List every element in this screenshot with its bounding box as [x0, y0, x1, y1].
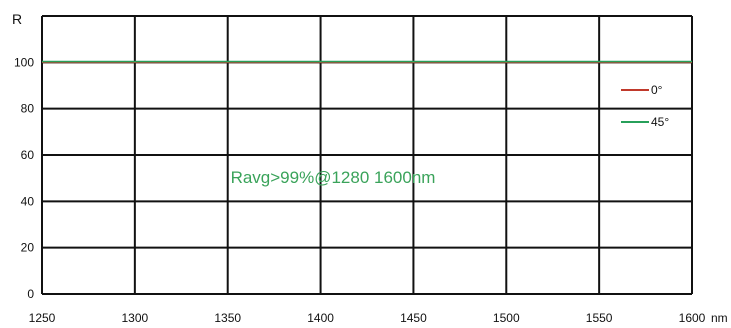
- grid: [41, 15, 693, 295]
- y-tick-label: 40: [21, 194, 35, 208]
- x-tick-label: 1300: [122, 311, 149, 325]
- x-tick-label: 1250: [29, 311, 56, 325]
- x-tick-labels: 1250 1300 1350 1400 1450 1500 1550 1600: [29, 311, 706, 325]
- x-axis-unit: nm: [711, 311, 728, 325]
- series-lines: [42, 60, 692, 64]
- x-tick-label: 1350: [214, 311, 241, 325]
- chart-annotation: Ravg>99%@1280 1600nm: [231, 168, 436, 187]
- legend-label: 45°: [651, 115, 669, 129]
- y-axis-label: R: [12, 11, 22, 27]
- x-tick-label: 1550: [586, 311, 613, 325]
- y-tick-label: 80: [21, 102, 35, 116]
- x-tick-label: 1400: [307, 311, 334, 325]
- x-tick-label: 1450: [400, 311, 427, 325]
- y-tick-labels: 0 20 40 60 80 100: [14, 55, 34, 301]
- y-tick-label: 100: [14, 55, 34, 69]
- y-tick-label: 0: [27, 287, 34, 301]
- legend-label: 0°: [651, 83, 663, 97]
- y-tick-label: 60: [21, 148, 35, 162]
- y-tick-label: 20: [21, 241, 35, 255]
- x-tick-label: 1500: [493, 311, 520, 325]
- legend: 0° 45°: [621, 83, 669, 129]
- x-tick-label: 1600: [679, 311, 706, 325]
